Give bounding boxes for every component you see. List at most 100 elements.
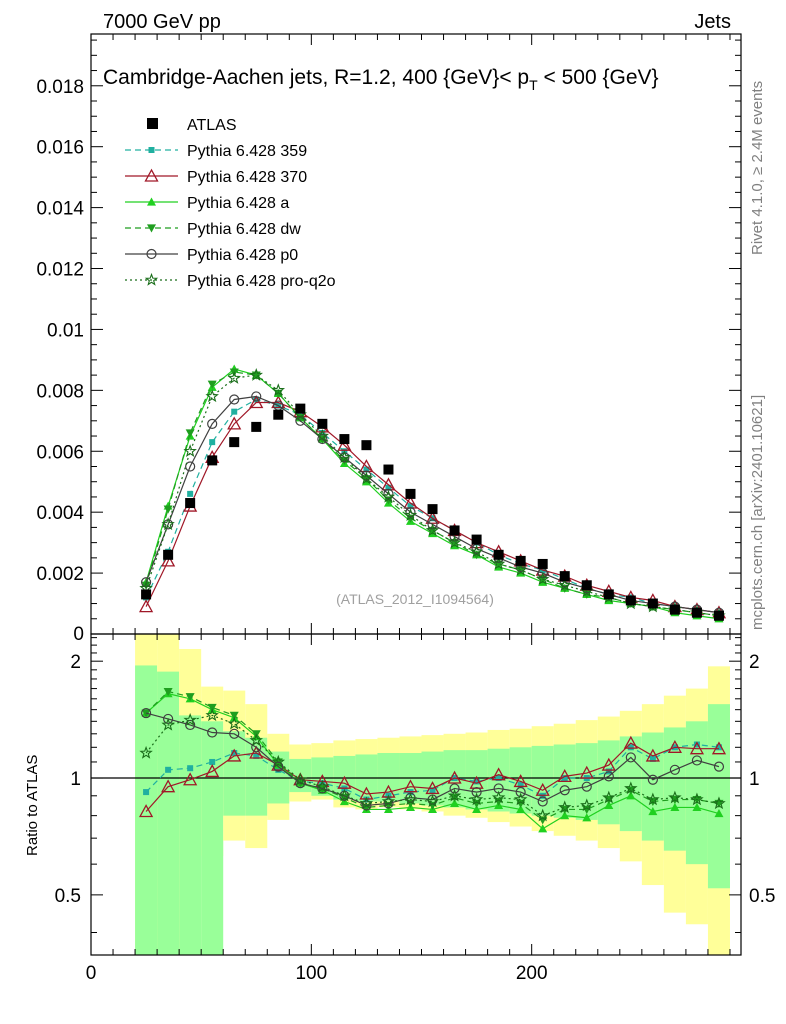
- series-line-ratio-1: [145, 742, 719, 812]
- series-point-ratio-0: [187, 765, 194, 772]
- plot-title: Cambridge-Aachen jets, R=1.2, 400 {GeV}<…: [103, 66, 659, 93]
- series-point-ratio-2: [648, 806, 658, 816]
- series-point-ratio-1: [623, 735, 638, 749]
- atlas-data-point: [251, 421, 262, 432]
- series-point-main-5: [249, 368, 263, 381]
- series-point-ratio-0: [561, 775, 568, 782]
- ratio-series-lines: [138, 687, 727, 833]
- series-point-ratio-5: [359, 796, 374, 810]
- atlas-data-point: [207, 455, 218, 466]
- y-tick-label-zero: 0: [73, 624, 84, 645]
- series-point-ratio-0: [143, 789, 150, 796]
- series-point-ratio-2: [604, 800, 614, 810]
- green-band-bin: [509, 747, 532, 814]
- series-line-ratio-4: [145, 712, 720, 807]
- series-point-ratio-4: [559, 785, 570, 796]
- series-point-ratio-0: [627, 744, 634, 751]
- analysis-tag: (ATLAS_2012_I1094564): [336, 591, 494, 607]
- green-band-bin: [531, 745, 554, 816]
- series-point-main-0: [407, 503, 414, 510]
- series-point-ratio-1: [447, 770, 462, 784]
- series-point-main-3: [207, 380, 217, 389]
- series-point-ratio-0: [165, 766, 172, 773]
- legend-marker-4: [146, 248, 157, 260]
- ratio-tick-label: 0.5: [55, 886, 81, 907]
- series-point-ratio-5: [139, 745, 153, 759]
- series-point-ratio-2: [560, 811, 570, 820]
- series-point-ratio-2: [626, 791, 636, 800]
- series-point-ratio-5: [491, 790, 506, 804]
- series-point-ratio-1: [689, 741, 705, 755]
- ratio-tick-label: 1: [70, 769, 81, 790]
- series-point-main-1: [249, 395, 264, 409]
- series-point-main-5: [359, 471, 374, 485]
- series-point-ratio-5: [668, 790, 682, 804]
- series-point-ratio-5: [557, 800, 572, 814]
- atlas-data-point: [295, 403, 306, 414]
- series-point-ratio-0: [693, 741, 700, 748]
- series-point-main-5: [447, 535, 462, 549]
- atlas-data-point: [361, 440, 372, 451]
- series-point-ratio-2: [582, 813, 592, 822]
- series-point-ratio-4: [163, 713, 174, 725]
- series-line-main-1: [145, 401, 720, 614]
- series-point-ratio-0: [517, 781, 524, 788]
- series-point-ratio-5: [249, 733, 263, 747]
- atlas-data-point: [449, 525, 460, 536]
- series-point-ratio-4: [295, 778, 306, 789]
- series-point-ratio-1: [183, 772, 198, 786]
- series-point-ratio-2: [670, 802, 680, 812]
- series-point-ratio-5: [183, 713, 197, 726]
- plot-title-subscript: T: [529, 77, 538, 93]
- series-point-main-0: [187, 490, 194, 497]
- header-left: 7000 GeV pp: [103, 11, 221, 33]
- series-point-ratio-2: [516, 804, 526, 814]
- series-point-ratio-5: [205, 708, 219, 722]
- series-point-ratio-2: [538, 824, 548, 833]
- atlas-data-point: [383, 464, 394, 475]
- series-point-ratio-5: [293, 772, 308, 786]
- series-point-main-4: [317, 433, 328, 445]
- y-tick-label: 0.002: [36, 564, 84, 585]
- series-point-main-5: [535, 572, 550, 585]
- series-point-ratio-5: [602, 790, 616, 804]
- atlas-data-point: [691, 607, 702, 618]
- atlas-data-points: [141, 403, 724, 621]
- series-point-main-5: [271, 383, 286, 397]
- series-point-ratio-5: [535, 808, 550, 822]
- series-point-ratio-1: [601, 757, 616, 771]
- green-band-bin: [157, 671, 180, 955]
- series-point-main-4: [427, 519, 438, 530]
- ratio-axis-label: Ratio to ATLAS: [24, 755, 41, 856]
- series-point-ratio-4: [273, 761, 284, 772]
- legend-marker-0: [148, 147, 155, 153]
- series-point-ratio-5: [381, 794, 396, 808]
- series-point-main-5: [315, 428, 330, 442]
- series-point-ratio-1: [557, 768, 572, 783]
- series-point-main-5: [205, 389, 219, 403]
- series-point-ratio-2: [450, 798, 460, 808]
- series-point-ratio-0: [253, 752, 260, 759]
- series-point-main-5: [183, 444, 197, 457]
- series-point-main-1: [138, 599, 154, 613]
- atlas-data-point: [185, 498, 196, 509]
- green-band-bin: [575, 743, 598, 820]
- series-point-ratio-5: [690, 792, 704, 806]
- atlas-data-point: [163, 549, 174, 560]
- series-point-ratio-3: [185, 693, 195, 702]
- series-point-ratio-1: [161, 779, 176, 793]
- series-point-main-4: [185, 461, 196, 472]
- series-point-ratio-1: [667, 739, 682, 753]
- series-point-ratio-0: [363, 796, 370, 803]
- y-tick-label: 0.006: [36, 442, 84, 463]
- legend-marker-atlas: [147, 118, 158, 129]
- ratio-panel-frame: [90, 633, 742, 956]
- atlas-data-point: [471, 534, 482, 545]
- series-point-ratio-4: [317, 783, 328, 794]
- series-point-main-5: [469, 544, 484, 558]
- legend-marker-3: [147, 224, 156, 233]
- series-point-ratio-1: [513, 774, 528, 788]
- green-band-bin: [179, 715, 202, 955]
- atlas-data-point: [603, 589, 614, 600]
